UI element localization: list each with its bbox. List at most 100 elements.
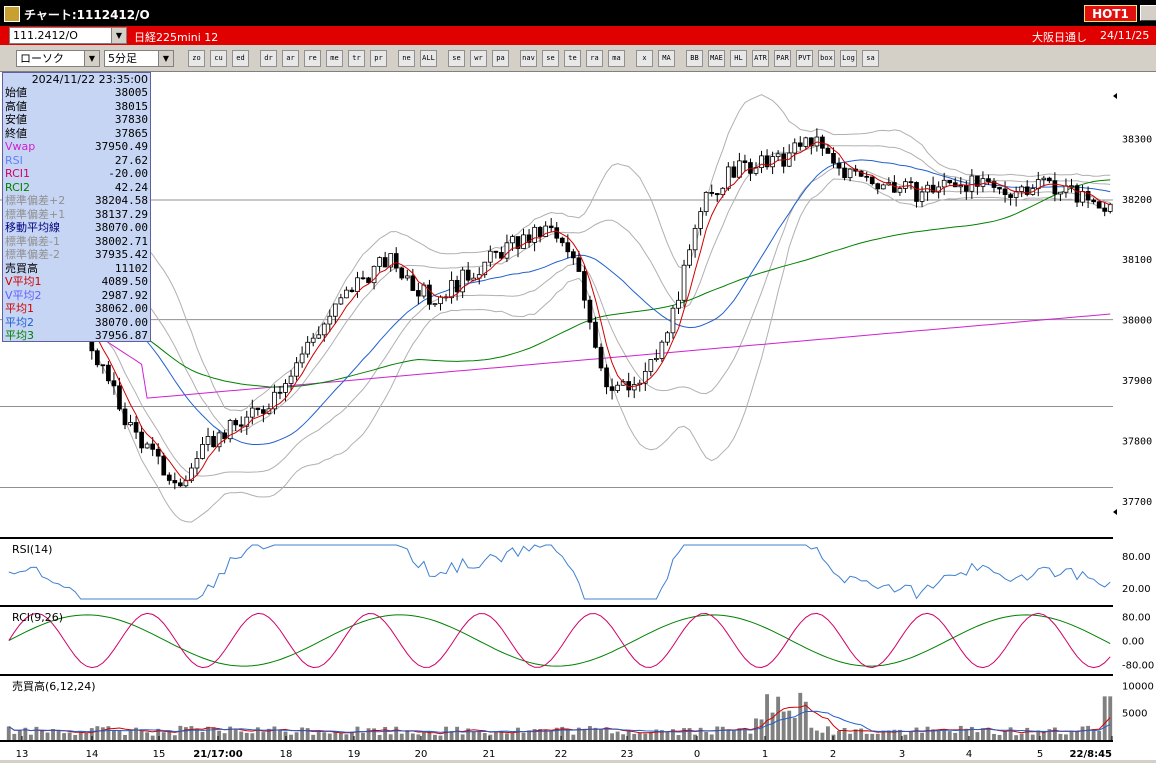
chart-svg[interactable]: 37700 37800 37900 38000 38100 38200 38300 RSI(1… (0, 72, 1156, 760)
candle-body (371, 265, 377, 284)
volume-bar (682, 728, 686, 740)
volume-bar (128, 730, 133, 740)
volume-bar (361, 732, 365, 740)
candle-body (665, 332, 670, 343)
volume-bar (516, 727, 520, 740)
tool-log-button[interactable]: Log (840, 50, 857, 67)
volume-bar (67, 732, 72, 740)
volume-bar (156, 728, 161, 740)
candle-body (858, 170, 864, 177)
volume-bar (576, 727, 581, 740)
candle-body (770, 156, 775, 168)
info-row: Vwap 37950.49 (5, 140, 148, 154)
tool-next-button[interactable]: ne (398, 50, 415, 67)
volume-bar (12, 733, 17, 740)
volume-bar (1025, 727, 1030, 740)
tool-save-button[interactable]: sa (862, 50, 879, 67)
volume-bar (150, 735, 155, 740)
tool-par-button[interactable]: PAR (774, 50, 791, 67)
candle-body (897, 188, 903, 193)
volume-bar (383, 727, 388, 740)
tool-search-button[interactable]: se (542, 50, 559, 67)
candle-body (803, 137, 809, 147)
tool-memo-button[interactable]: me (326, 50, 343, 67)
tool-mark-button[interactable]: ma (608, 50, 625, 67)
volume-bar (582, 730, 587, 740)
tool-pvt-button[interactable]: PVT (796, 50, 813, 67)
info-value: 38070.00 (95, 315, 148, 329)
tool-refresh-button[interactable]: re (304, 50, 321, 67)
tool-wrench-button[interactable]: wr (470, 50, 487, 67)
tool-mae-button[interactable]: MAE (708, 50, 725, 67)
tool-cursor-button[interactable]: cu (210, 50, 227, 67)
chart-area[interactable]: 37700 37800 37900 38000 38100 38200 38300 RSI(1… (0, 72, 1156, 760)
candle-body (654, 358, 659, 360)
candle-body (416, 290, 421, 297)
candle-body (709, 191, 715, 194)
info-row: RCI2 42.24 (5, 181, 148, 195)
tool-atr-button[interactable]: ATR (752, 50, 769, 67)
tool-ma-button[interactable]: MA (658, 50, 675, 67)
tool-ratio-button[interactable]: ra (586, 50, 603, 67)
info-label: 標準偏差+2 (5, 194, 66, 207)
volume-bar (1003, 731, 1008, 740)
candle-body (997, 187, 1002, 190)
volume-bar (1047, 729, 1052, 740)
close-button[interactable] (1140, 5, 1156, 21)
volume-bar (466, 728, 471, 740)
tool-box-button[interactable]: box (818, 50, 835, 67)
x-tick-label: 13 (16, 749, 29, 760)
volume-bar (604, 727, 609, 740)
tool-tech-button[interactable]: te (564, 50, 581, 67)
tool-x-button[interactable]: x (636, 50, 653, 67)
tool-bb-button[interactable]: BB (686, 50, 703, 67)
info-label: 平均2 (5, 315, 34, 329)
chevron-down-icon[interactable]: ▼ (84, 51, 99, 66)
volume-bar (372, 728, 377, 740)
tool-draw-button[interactable]: dr (260, 50, 277, 67)
tool-edit-button[interactable]: ed (232, 50, 249, 67)
candle-body (587, 299, 593, 323)
candle-body (764, 155, 770, 168)
candle-body (969, 175, 975, 192)
volume-bar (886, 730, 891, 740)
ma3-line (8, 179, 1111, 388)
tool-settings-button[interactable]: se (448, 50, 465, 67)
info-row: 標準偏差-2 37935.42 (5, 248, 148, 262)
timeframe-select[interactable]: 5分足 ▼ (104, 50, 174, 67)
candle-body (327, 315, 333, 325)
candle-body (272, 391, 277, 410)
x-tick-label: 19 (348, 749, 361, 760)
tool-nav-button[interactable]: nav (520, 50, 537, 67)
price-tick-label: 37900 (1122, 376, 1152, 387)
tool-trash-button[interactable]: tr (348, 50, 365, 67)
candle-body (958, 185, 964, 188)
tool-arrow-button[interactable]: ar (282, 50, 299, 67)
volume-bar (737, 728, 742, 740)
chart-type-select[interactable]: ローソク ▼ (16, 50, 100, 67)
tool-all-button[interactable]: ALL (420, 50, 437, 67)
candle-body (919, 191, 925, 202)
volume-bar (554, 727, 559, 740)
volume-bar (571, 734, 576, 740)
volume-bar (543, 729, 548, 740)
tool-palette-button[interactable]: pa (492, 50, 509, 67)
tool-zoom-button[interactable]: zo (188, 50, 205, 67)
symbol-combo[interactable]: 111.2412/O ▼ (9, 27, 127, 44)
tool-hl-button[interactable]: HL (730, 50, 747, 67)
volume-bar (62, 733, 67, 740)
volume-bar (787, 710, 792, 740)
rci-title: RCI(9,26) (12, 611, 63, 624)
candle-body (305, 341, 310, 355)
volume-bar (366, 728, 371, 740)
candle-body (344, 289, 349, 299)
candle-body (200, 443, 205, 459)
info-row: 平均1 38062.00 (5, 302, 148, 316)
toolbar: ローソク ▼ 5分足 ▼ zo cu ed dr ar re me tr pr ne ALL se wr… (0, 46, 1156, 72)
candle-body (211, 436, 216, 448)
chevron-down-icon[interactable]: ▼ (158, 51, 173, 66)
chevron-down-icon[interactable]: ▼ (111, 28, 126, 43)
tool-prev-button[interactable]: pr (370, 50, 387, 67)
volume-bar (593, 727, 598, 740)
hot-button[interactable]: HOT1 (1084, 5, 1137, 22)
